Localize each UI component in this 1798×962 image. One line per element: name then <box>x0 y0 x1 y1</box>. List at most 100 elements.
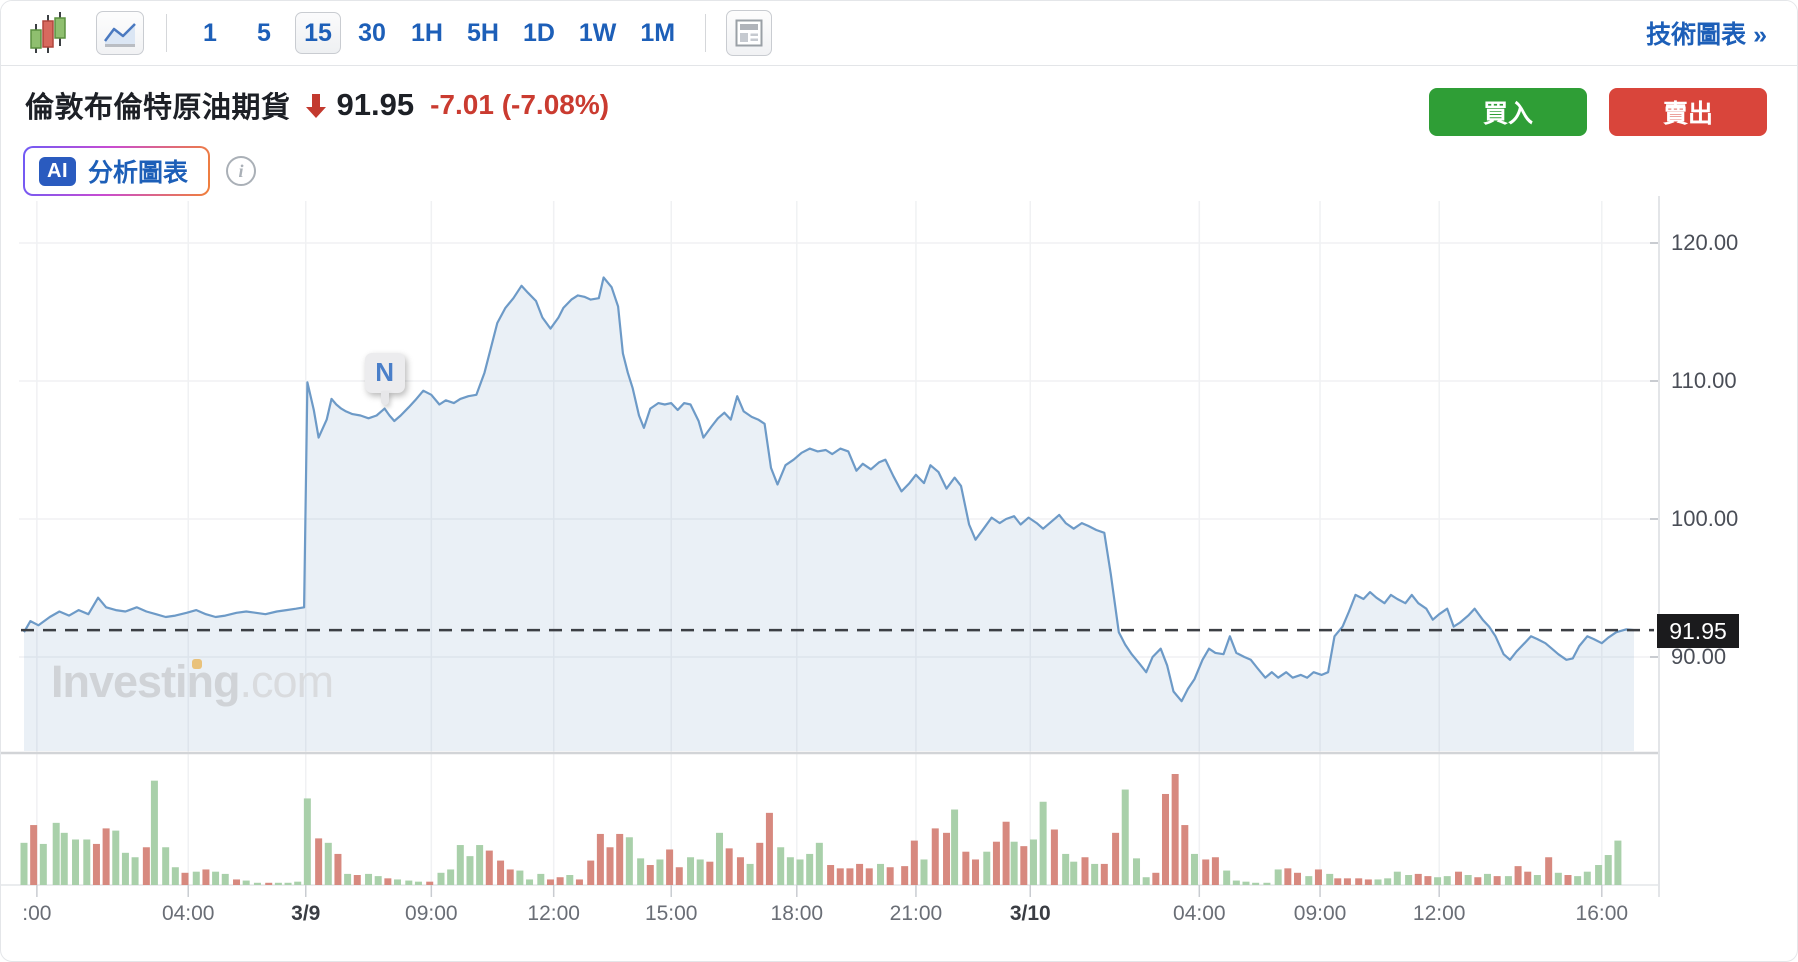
x-axis-label: 3/9 <box>291 902 321 925</box>
instrument-header: 倫敦布倫特原油期貨 91.95 -7.01 (-7.08%) 買入 賣出 <box>1 66 1797 144</box>
price-change: -7.01 (-7.08%) <box>430 89 610 120</box>
volume-bar <box>121 852 129 885</box>
volume-bar <box>1100 863 1108 885</box>
volume-bar <box>931 828 939 885</box>
volume-bar <box>265 882 273 885</box>
volume-bar <box>546 879 554 885</box>
volume-bar <box>162 847 170 885</box>
volume-bar <box>202 869 210 885</box>
volume-bar <box>1583 871 1591 885</box>
volume-bar <box>1364 879 1372 885</box>
volume-bar <box>1202 859 1210 885</box>
candlestick-chart-button[interactable] <box>26 11 70 55</box>
timeframe-1d[interactable]: 1D <box>515 12 563 54</box>
volume-bar <box>60 832 68 885</box>
timeframe-1m[interactable]: 1M <box>632 12 683 54</box>
y-axis-label: 120.00 <box>1671 230 1739 255</box>
timeframe-1h[interactable]: 1H <box>403 12 451 54</box>
volume-bar <box>52 822 60 885</box>
watermark-light: .com <box>239 656 335 707</box>
volume-bar <box>344 873 352 885</box>
volume-bar <box>526 879 534 885</box>
volume-bar <box>777 847 785 885</box>
volume-bar <box>1242 881 1250 885</box>
volume-bar <box>596 833 604 885</box>
x-axis-label: 12:00 <box>527 902 580 925</box>
volume-bar <box>901 866 909 885</box>
volume-bar <box>706 861 714 885</box>
x-axis-label: 04:00 <box>1173 902 1226 925</box>
last-price: 91.95 <box>336 87 415 122</box>
volume-bar <box>497 860 505 885</box>
volume-bar <box>1554 872 1562 885</box>
watermark-dot-icon <box>192 659 202 669</box>
volume-bar <box>20 842 28 885</box>
volume-bar <box>675 867 683 885</box>
volume-bar <box>1070 861 1078 885</box>
volume-bar <box>221 873 229 885</box>
volume-bar <box>1029 839 1037 885</box>
sell-button[interactable]: 賣出 <box>1609 88 1767 136</box>
volume-bar <box>765 812 773 885</box>
volume-bar <box>1142 877 1150 885</box>
volume-bar <box>646 865 654 885</box>
timeframe-5[interactable]: 5 <box>241 12 287 54</box>
volume-bar <box>920 859 928 885</box>
area-chart-button[interactable] <box>96 11 144 55</box>
buy-button[interactable]: 買入 <box>1429 88 1587 136</box>
volume-bar <box>1152 872 1160 885</box>
news-button[interactable] <box>726 10 773 56</box>
news-marker[interactable]: N <box>364 352 405 393</box>
volume-bar <box>575 879 583 885</box>
volume-bar <box>384 878 392 885</box>
volume-bar <box>1081 857 1089 885</box>
volume-bar <box>150 780 158 885</box>
volume-bar <box>1314 869 1322 885</box>
x-axis-label: 16:00 <box>1575 902 1629 925</box>
volume-bar <box>1574 876 1582 885</box>
volume-bar <box>414 881 422 885</box>
volume-bar <box>865 868 873 885</box>
volume-bar <box>1355 878 1363 885</box>
volume-bar <box>1062 853 1070 885</box>
timeframe-15[interactable]: 15 <box>295 12 341 54</box>
volume-bar <box>537 873 545 885</box>
volume-bar <box>1010 841 1018 885</box>
volume-bar <box>1039 801 1047 885</box>
volume-bar <box>315 838 323 885</box>
timeframe-1[interactable]: 1 <box>187 12 233 54</box>
volume-bar <box>365 873 373 885</box>
technical-chart-link[interactable]: 技術圖表 » <box>1646 21 1767 49</box>
volume-bar <box>951 809 959 885</box>
volume-bar <box>102 828 110 885</box>
volume-bar <box>1171 774 1179 885</box>
volume-bar <box>324 842 332 885</box>
timeframe-1w[interactable]: 1W <box>571 12 625 54</box>
volume-bar <box>856 863 864 885</box>
volume-bar <box>1211 857 1219 885</box>
volume-bar <box>131 857 139 885</box>
volume-bar <box>1424 876 1432 885</box>
volume-bar <box>1274 869 1282 885</box>
volume-bar <box>1533 875 1541 885</box>
timeframe-5h[interactable]: 5H <box>459 12 507 54</box>
volume-bar <box>625 837 633 885</box>
volume-bar <box>1564 875 1572 885</box>
volume-bar <box>1050 829 1058 885</box>
volume-bar <box>983 851 991 885</box>
volume-bar <box>476 845 484 885</box>
volume-bar <box>1334 878 1342 885</box>
info-icon[interactable]: i <box>226 156 257 186</box>
volume-bar <box>962 851 970 885</box>
volume-bar <box>566 875 574 885</box>
volume-bar <box>696 859 704 885</box>
volume-bar <box>1464 875 1472 885</box>
volume-bar <box>796 859 804 885</box>
x-axis-label: :00 <box>22 902 52 925</box>
volume-bar <box>1161 793 1169 885</box>
volume-bar <box>1524 871 1532 885</box>
timeframe-30[interactable]: 30 <box>349 12 395 54</box>
ai-analyze-chart-button[interactable]: AI 分析圖表 <box>23 146 211 196</box>
